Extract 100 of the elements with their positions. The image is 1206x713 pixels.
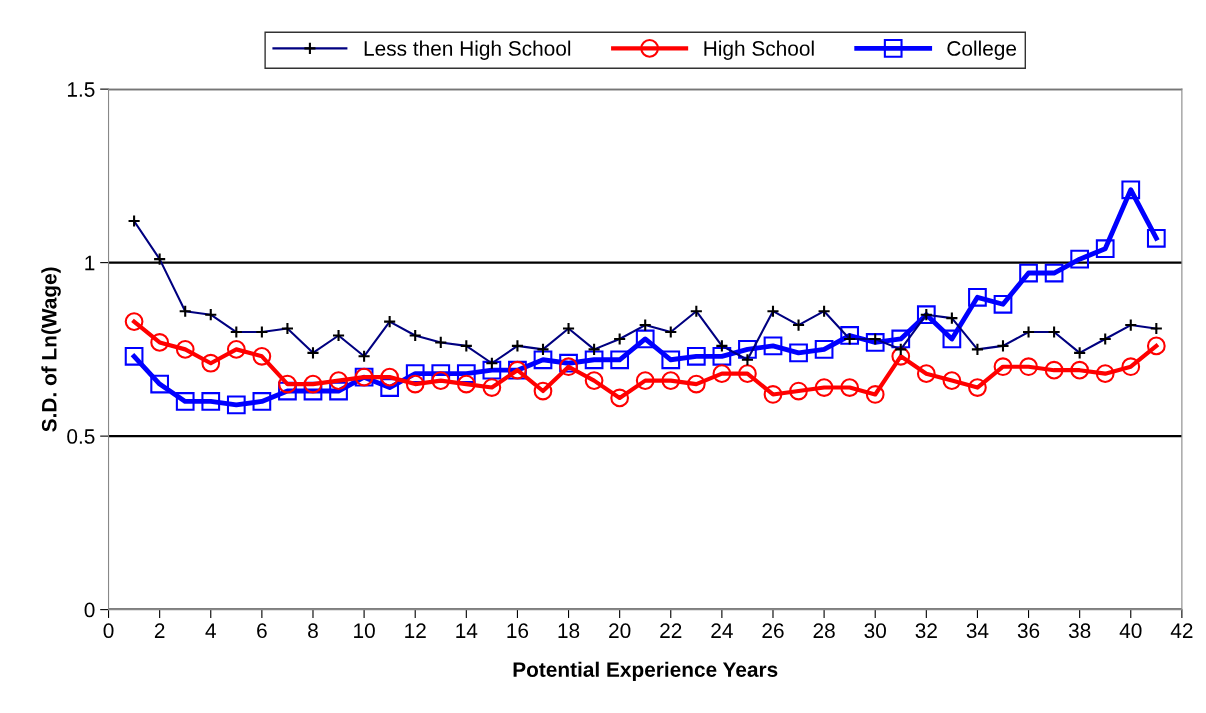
point: [738, 340, 757, 359]
x-tick-label: 10: [354, 623, 375, 639]
point: [635, 371, 655, 390]
point: [738, 364, 757, 384]
x-tick-label: 6: [257, 623, 267, 639]
point: [942, 371, 962, 390]
point: [993, 294, 1013, 314]
x-tick-label: 30: [864, 623, 886, 639]
point: [1146, 336, 1166, 356]
point: [584, 371, 604, 390]
point: [814, 378, 834, 397]
x-tick-label: 2: [154, 623, 165, 638]
point: [763, 336, 783, 356]
point: [891, 346, 911, 366]
point: [584, 350, 604, 370]
point: [124, 312, 144, 331]
point: [712, 346, 732, 366]
point: [150, 374, 170, 394]
point: [789, 343, 808, 363]
point: [635, 329, 655, 349]
legend-label: High School: [704, 40, 814, 60]
y-tick-label: 0.5: [67, 429, 95, 444]
y-tick-label: 1.5: [67, 82, 95, 97]
point: [1044, 360, 1064, 380]
point: [1121, 357, 1141, 377]
point: [1146, 228, 1166, 248]
point: [840, 378, 860, 397]
legend-label: College: [947, 40, 1017, 60]
point: [610, 388, 630, 408]
x-tick-label: 34: [966, 623, 989, 639]
point: [124, 346, 144, 366]
y-axis-title: S.D. of Ln(Wage): [41, 267, 61, 432]
point: [661, 371, 681, 390]
x-axis-title: Potential Experience Years: [513, 661, 778, 682]
point: [405, 374, 425, 394]
point: [814, 340, 834, 359]
point: [380, 367, 400, 387]
x-tick-label: 26: [762, 623, 784, 639]
point: [891, 329, 911, 349]
point: [329, 371, 348, 390]
point: [686, 374, 706, 394]
x-tick-label: 18: [558, 623, 580, 639]
x-tick-label: 40: [1119, 623, 1142, 639]
point: [252, 346, 272, 366]
point: [329, 381, 348, 401]
point: [942, 329, 962, 349]
point: [559, 353, 578, 373]
point: [763, 385, 783, 404]
point: [201, 353, 221, 373]
x-tick-label: 8: [308, 623, 318, 639]
x-tick-label: 22: [660, 623, 682, 638]
point: [1121, 180, 1141, 200]
point: [661, 350, 681, 370]
point: [405, 364, 425, 384]
y-tick-label: 1: [85, 255, 95, 271]
point: [175, 392, 195, 411]
x-tick-label: 42: [1170, 623, 1193, 638]
point: [865, 333, 885, 352]
point: [1095, 239, 1115, 259]
point: [533, 350, 553, 370]
point: [226, 395, 246, 415]
x-tick-label: 14: [456, 623, 478, 638]
point: [789, 381, 808, 401]
point: [610, 350, 630, 370]
x-tick-label: 36: [1017, 623, 1040, 639]
x-tick-label: 4: [205, 623, 216, 638]
point: [252, 392, 272, 411]
point: [968, 287, 987, 307]
point: [1044, 263, 1064, 283]
x-tick-label: 32: [915, 623, 937, 639]
point: [482, 378, 502, 397]
point: [380, 378, 400, 397]
point: [533, 381, 553, 401]
point: [201, 392, 221, 411]
point: [916, 364, 936, 384]
point: [150, 333, 170, 352]
point: [303, 374, 323, 394]
x-tick-label: 28: [813, 623, 835, 639]
x-tick-label: 12: [405, 623, 426, 638]
point: [431, 371, 451, 390]
point: [712, 364, 732, 384]
point: [456, 374, 476, 394]
point: [175, 340, 195, 359]
point: [278, 374, 297, 394]
point: [1070, 249, 1090, 269]
point: [686, 346, 706, 366]
point: [482, 360, 502, 380]
x-tick-label: 20: [609, 623, 631, 639]
point: [1070, 360, 1090, 380]
point: [1019, 263, 1038, 283]
point: [226, 340, 246, 359]
x-tick-label: 24: [711, 623, 733, 638]
point: [840, 326, 860, 345]
x-tick-label: 38: [1068, 623, 1091, 639]
x-tick-label: 0: [103, 623, 114, 639]
point: [865, 385, 885, 404]
y-tick-label: 0: [84, 602, 95, 618]
point: [993, 357, 1013, 377]
x-tick-label: 16: [507, 623, 529, 639]
point: [1095, 364, 1115, 384]
